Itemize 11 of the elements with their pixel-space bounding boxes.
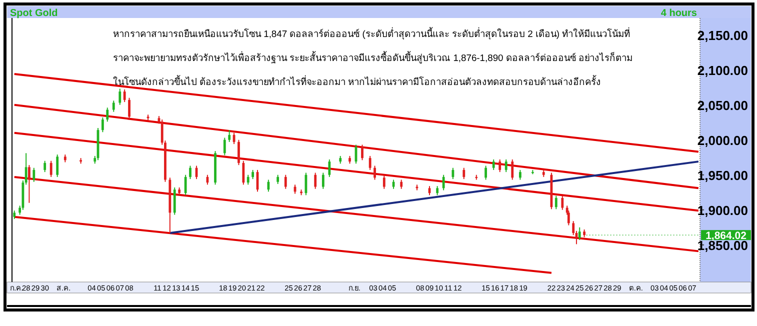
annotation: หากราคาสามารถยืนเหนือแนวรับโซน 1,847 ดอลลาร์ต่อออนซ์ (ระดับต่ำสุดวานนี้และ ระดับต่ำสุดในรอบ 2 เดือน) ทำให้มีแนวโน้มที่ [113,27,630,40]
annotation: ในโซนดังกล่าวขึ้นไป ต้องระวังแรงขายทำกำไรที่จะออกมา หากไม่ผ่านราคามีโอกาสอ่อนตัวลงทดสอบกรอบด้านล่างอีกครั้ง [113,75,602,87]
y-tick-label: 1,950.00 [697,168,748,183]
y-tick-label: 2,000.00 [697,132,748,148]
chart-title: Spot Gold [10,8,58,19]
y-tick-label: 2,100.00 [697,62,748,78]
annotation: ราคาจะพยายามทรงตัวรักษาไว้เพื่อสร้างฐาน ระยะสั้นราคาอาจมีแรงซื้อดันขึ้นสู่บริเวณ 1,876-1,890 ดอลลาร์ต่อออนซ์ อย่างไรก็ตาม [113,51,632,64]
chart-subtitle: 4 hours [660,8,698,19]
y-tick-label: 1,900.00 [697,202,748,218]
y-tick-label: 2,050.00 [697,98,748,113]
y-tick-label: 2,150.00 [697,28,748,43]
